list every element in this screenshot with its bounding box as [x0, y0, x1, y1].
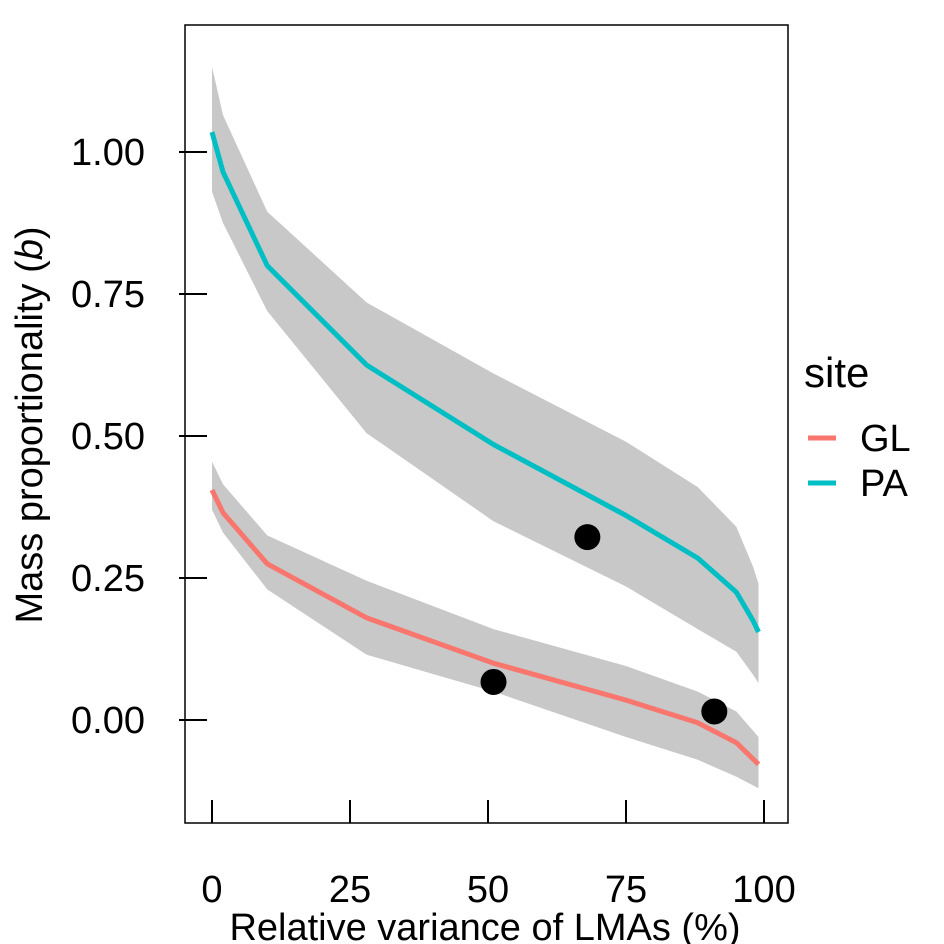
- x-tick-label: 75: [605, 869, 647, 911]
- y-tick-label: 0.25: [71, 558, 145, 600]
- confidence-ribbons: [212, 66, 759, 789]
- plot-panel-border: [184, 24, 789, 824]
- y-tick-label: 0.00: [71, 700, 145, 742]
- y-axis-title-close: ): [9, 226, 51, 239]
- data-point-2: [574, 524, 601, 551]
- y-axis-title: Mass proportionality (b): [9, 226, 51, 623]
- data-point-1: [480, 668, 507, 695]
- y-axis-title-symbol: b: [9, 239, 51, 260]
- y-tick-label: 0.75: [71, 274, 145, 316]
- legend-label-pa: PA: [860, 463, 909, 505]
- series-lines: [209, 131, 761, 767]
- y-tick-label: 1.00: [71, 132, 145, 174]
- x-tick-label: 25: [329, 869, 371, 911]
- y-tick-label: 0.50: [71, 416, 145, 458]
- ribbon-gl: [212, 461, 759, 789]
- x-axis-title: Relative variance of LMAs (%): [229, 907, 740, 944]
- data-points: [480, 524, 728, 725]
- legend-label-gl: GL: [860, 418, 911, 460]
- ribbon-pa: [212, 66, 759, 684]
- data-point-3: [701, 698, 728, 725]
- series-line-pa: [209, 131, 761, 634]
- x-axis: 0 25 50 75 100: [201, 800, 796, 911]
- y-axis-title-text: Mass proportionality (: [9, 260, 51, 624]
- y-axis: 0.00 0.25 0.50 0.75 1.00: [71, 132, 207, 742]
- x-tick-label: 100: [732, 869, 795, 911]
- series-line-gl: [209, 488, 761, 767]
- x-tick-label: 0: [201, 869, 222, 911]
- legend-title: site: [804, 349, 869, 396]
- x-tick-label: 50: [467, 869, 509, 911]
